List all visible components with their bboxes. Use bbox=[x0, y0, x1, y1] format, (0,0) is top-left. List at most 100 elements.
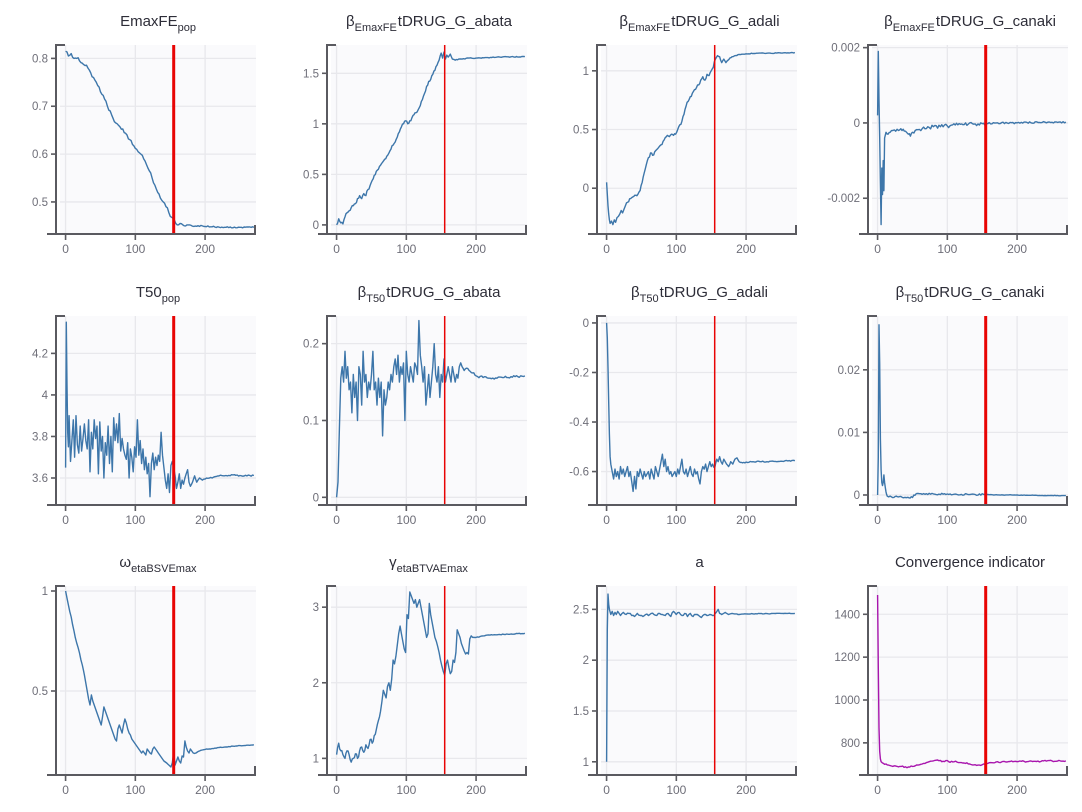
x-tick-label: 100 bbox=[396, 513, 416, 527]
x-tick-label: 200 bbox=[466, 783, 486, 797]
plot-canvas: 1 2 3 0 100 200 bbox=[312, 585, 527, 797]
subplot-beta_T50_tDRUG_G_canaki: βT50tDRUG_G_canaki 0 0.01 0.02 0 100 200 bbox=[812, 271, 1082, 542]
y-tick-label: 2.5 bbox=[573, 605, 589, 617]
y-tick-label: 1200 bbox=[834, 652, 860, 664]
y-tick-label: 0 bbox=[853, 118, 859, 130]
x-tick-label: 0 bbox=[62, 242, 69, 256]
y-tick-label: 4 bbox=[42, 390, 49, 402]
plot-canvas: 0.5 1 0 100 200 bbox=[32, 585, 256, 797]
x-tick-label: 200 bbox=[195, 783, 215, 797]
x-tick-label: 0 bbox=[603, 513, 610, 527]
x-tick-label: 0 bbox=[62, 513, 69, 527]
x-tick-label: 100 bbox=[666, 783, 686, 797]
parameter-trace-line bbox=[605, 593, 795, 762]
y-tick-label: -0.002 bbox=[827, 193, 860, 205]
parameter-trace-line bbox=[335, 319, 525, 497]
parameter-trace-line bbox=[64, 321, 255, 497]
plot-canvas: 3.6 3.8 4 4.2 0 100 200 bbox=[32, 314, 256, 527]
y-tick-label: 0 bbox=[312, 492, 318, 504]
parameter-trace-line bbox=[876, 50, 1066, 226]
plot-title: EmaxFEpop bbox=[120, 13, 196, 34]
y-tick-label: 0.02 bbox=[837, 364, 859, 376]
y-tick-label: 3.6 bbox=[32, 473, 48, 485]
y-tick-label: 0.1 bbox=[303, 415, 319, 427]
y-tick-label: 1400 bbox=[834, 609, 860, 621]
subplot-EmaxFE_pop: EmaxFEpop 0.5 0.6 0.7 0.8 0 100 200 bbox=[0, 0, 271, 271]
x-tick-label: 100 bbox=[937, 242, 957, 256]
y-tick-label: 1 bbox=[583, 66, 589, 78]
y-tick-label: 0.7 bbox=[32, 101, 48, 113]
subplot-beta_EmaxFE_tDRUG_G_abata: βEmaxFEtDRUG_G_abata 0 0.5 1 1.5 0 100 200 bbox=[271, 0, 542, 271]
y-tick-label: 3 bbox=[312, 602, 318, 614]
y-tick-label: 0 bbox=[853, 490, 859, 502]
x-tick-label: 200 bbox=[1007, 242, 1027, 256]
y-tick-label: 2 bbox=[583, 655, 589, 667]
plot-title: T50pop bbox=[135, 283, 181, 305]
y-tick-label: 3.8 bbox=[32, 431, 48, 443]
plot-title: a bbox=[695, 554, 704, 572]
y-tick-label: 0.5 bbox=[32, 686, 48, 698]
x-tick-label: 100 bbox=[937, 783, 957, 797]
plot-canvas: 0 0.1 0.2 0 100 200 bbox=[303, 314, 527, 527]
subplot-gamma_etaBTVAEmax: γetaBTVAEmax 1 2 3 0 100 200 bbox=[271, 541, 542, 812]
y-tick-label: 0.8 bbox=[32, 53, 48, 65]
x-tick-label: 200 bbox=[466, 513, 486, 527]
x-tick-label: 0 bbox=[874, 783, 881, 797]
y-tick-label: 0 bbox=[583, 318, 589, 330]
subplot-omega_etaBSVEmax: ωetaBSVEmax 0.5 1 0 100 200 bbox=[0, 541, 271, 812]
x-tick-label: 200 bbox=[1007, 783, 1027, 797]
subplot-beta_T50_tDRUG_G_adali: βT50tDRUG_G_adali -0.6 -0.4 -0.2 0 0 100 200 bbox=[541, 271, 812, 542]
x-tick-label: 100 bbox=[666, 242, 686, 256]
x-tick-label: 0 bbox=[333, 513, 340, 527]
parameter-trace-line bbox=[876, 595, 1066, 769]
subplot-T50_pop: T50pop 3.6 3.8 4 4.2 0 100 200 bbox=[0, 271, 271, 542]
parameter-trace-line bbox=[335, 591, 525, 763]
x-tick-label: 200 bbox=[195, 513, 215, 527]
y-tick-label: 0.002 bbox=[831, 43, 860, 55]
plot-canvas: 0 0.5 1 0 100 200 bbox=[573, 44, 797, 256]
plot-title: Convergence indicator bbox=[894, 554, 1046, 572]
parameter-trace-line bbox=[65, 50, 255, 229]
y-tick-label: 0 bbox=[312, 220, 318, 232]
y-tick-label: -0.6 bbox=[569, 466, 589, 478]
subplot-beta_T50_tDRUG_G_abata: βT50tDRUG_G_abata 0 0.1 0.2 0 100 200 bbox=[271, 271, 542, 542]
y-tick-label: 0.5 bbox=[573, 125, 589, 137]
x-tick-label: 100 bbox=[937, 513, 957, 527]
plot-canvas: -0.6 -0.4 -0.2 0 0 100 200 bbox=[569, 314, 797, 527]
x-tick-label: 0 bbox=[874, 242, 881, 256]
x-tick-label: 200 bbox=[1007, 513, 1027, 527]
y-tick-label: 0 bbox=[583, 183, 589, 195]
y-tick-label: 0.6 bbox=[32, 149, 48, 161]
parameter-trace-line bbox=[605, 51, 796, 226]
x-tick-label: 100 bbox=[125, 242, 145, 256]
plot-title: ωetaBSVEmax bbox=[119, 554, 197, 576]
plot-title: βEmaxFEtDRUG_G_abata bbox=[345, 13, 513, 34]
subplot-beta_EmaxFE_tDRUG_G_adali: βEmaxFEtDRUG_G_adali 0 0.5 1 0 100 200 bbox=[541, 0, 812, 271]
x-tick-label: 0 bbox=[603, 242, 610, 256]
x-tick-label: 100 bbox=[125, 783, 145, 797]
parameter-trace-line bbox=[335, 51, 525, 226]
x-tick-label: 0 bbox=[62, 783, 69, 797]
x-tick-label: 200 bbox=[466, 242, 486, 256]
plot-canvas: 1 1.5 2 2.5 0 100 200 bbox=[573, 585, 797, 797]
plot-canvas: 800 1000 1200 1400 0 100 200 bbox=[834, 585, 1068, 797]
subplot-beta_EmaxFE_tDRUG_G_canaki: βEmaxFEtDRUG_G_canaki -0.002 0 0.002 0 100 200 bbox=[812, 0, 1082, 271]
parameter-trace-line bbox=[64, 591, 254, 768]
y-tick-label: 800 bbox=[840, 738, 859, 750]
parameter-trace-line bbox=[876, 323, 1066, 499]
y-tick-label: 1000 bbox=[834, 695, 860, 707]
plot-canvas: 0 0.01 0.02 0 100 200 bbox=[837, 314, 1068, 527]
y-tick-label: -0.2 bbox=[569, 367, 589, 379]
plot-canvas: 0 0.5 1 1.5 0 100 200 bbox=[303, 44, 527, 256]
y-tick-label: 2 bbox=[312, 678, 318, 690]
plot-title: βT50tDRUG_G_canaki bbox=[895, 283, 1045, 305]
x-tick-label: 0 bbox=[333, 783, 340, 797]
plot-canvas: 0.5 0.6 0.7 0.8 0 100 200 bbox=[32, 44, 256, 256]
y-tick-label: 1.5 bbox=[303, 68, 319, 80]
x-tick-label: 0 bbox=[333, 242, 340, 256]
y-tick-label: 0.5 bbox=[32, 197, 48, 209]
plot-title: γetaBTVAEmax bbox=[389, 554, 468, 576]
plot-title: βEmaxFEtDRUG_G_adali bbox=[619, 13, 780, 34]
y-tick-label: 0.01 bbox=[837, 427, 859, 439]
